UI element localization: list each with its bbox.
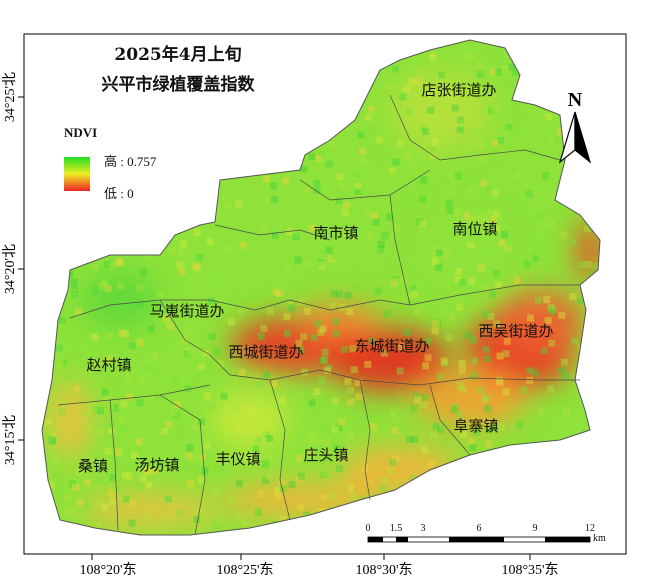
town-label: 桑镇 xyxy=(78,457,108,475)
legend: NDVI 高 : 0.757 低 : 0 xyxy=(64,125,157,201)
axis-ticks xyxy=(18,96,531,560)
town-boundaries xyxy=(57,94,580,536)
town-label: 庄头镇 xyxy=(303,446,348,464)
legend-high-label: 高 : 0.757 xyxy=(104,154,157,169)
scale-label: 0 xyxy=(366,523,371,534)
legend-title: NDVI xyxy=(64,125,97,140)
town-label: 店张街道办 xyxy=(421,81,496,99)
town-labels: 店张街道办 南市镇 南位镇 马嵬街道办 赵村镇 西城街道办 东城街道办 西吴街道… xyxy=(78,81,554,475)
scale-label: 6 xyxy=(477,523,482,534)
scale-label: 9 xyxy=(533,523,538,534)
scale-bar: 0 1.5 3 6 9 12 km xyxy=(366,523,607,544)
town-label: 马嵬街道办 xyxy=(149,302,224,320)
x-tick-label: 108°25'东 xyxy=(216,562,273,578)
map-title-line2: 兴平市绿植覆盖指数 xyxy=(102,74,256,95)
scale-label: 12 xyxy=(585,523,595,534)
y-tick-label: 34°15'北 xyxy=(2,415,18,465)
town-label: 丰仪镇 xyxy=(215,450,260,468)
y-tick-label: 34°25'北 xyxy=(2,72,18,122)
scale-unit: km xyxy=(593,533,606,544)
town-label: 南位镇 xyxy=(452,220,497,238)
town-label: 西城街道办 xyxy=(228,343,303,361)
town-label: 阜寨镇 xyxy=(453,417,498,435)
scale-label: 3 xyxy=(421,523,426,534)
north-arrow: N xyxy=(558,89,592,164)
legend-low-label: 低 : 0 xyxy=(104,186,134,201)
map-title-line1: 2025年4月上旬 xyxy=(114,44,241,65)
x-tick-label: 108°20'东 xyxy=(79,562,136,578)
x-tick-label: 108°30'东 xyxy=(355,562,412,578)
town-label: 汤坊镇 xyxy=(134,456,179,474)
town-label: 南市镇 xyxy=(313,224,358,242)
y-tick-label: 34°20'北 xyxy=(2,244,18,294)
scale-label: 1.5 xyxy=(390,523,403,534)
town-label: 西吴街道办 xyxy=(478,322,553,340)
town-label: 赵村镇 xyxy=(86,356,131,374)
north-arrow-label: N xyxy=(568,89,583,111)
city-boundary xyxy=(41,39,601,536)
town-label: 东城街道办 xyxy=(354,337,429,355)
legend-color-ramp xyxy=(64,157,90,191)
x-tick-label: 108°35'东 xyxy=(501,562,558,578)
